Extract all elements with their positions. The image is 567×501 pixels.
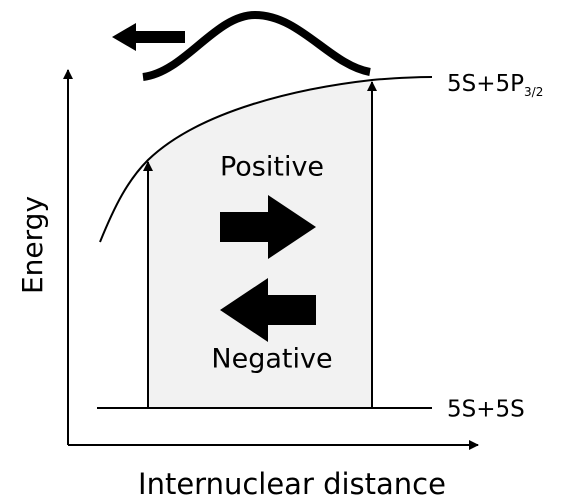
negative-label: Negative xyxy=(211,344,332,375)
upper-level-label: 5S+5P3/2 xyxy=(447,71,543,99)
motion-arrow xyxy=(112,23,185,51)
wave-packet xyxy=(142,10,371,81)
positive-label: Positive xyxy=(220,152,324,183)
y-axis-label: Energy xyxy=(16,196,49,294)
shaded-region xyxy=(148,80,372,408)
upper-curve xyxy=(99,76,433,243)
lower-level-label: 5S+5S xyxy=(447,397,525,423)
upper-level-subscript: 3/2 xyxy=(524,85,543,99)
negative-arrow xyxy=(220,278,316,342)
positive-arrow xyxy=(220,195,316,259)
upper-level-text: 5S+5P xyxy=(447,71,524,97)
x-axis-label: Internuclear distance xyxy=(138,467,446,501)
